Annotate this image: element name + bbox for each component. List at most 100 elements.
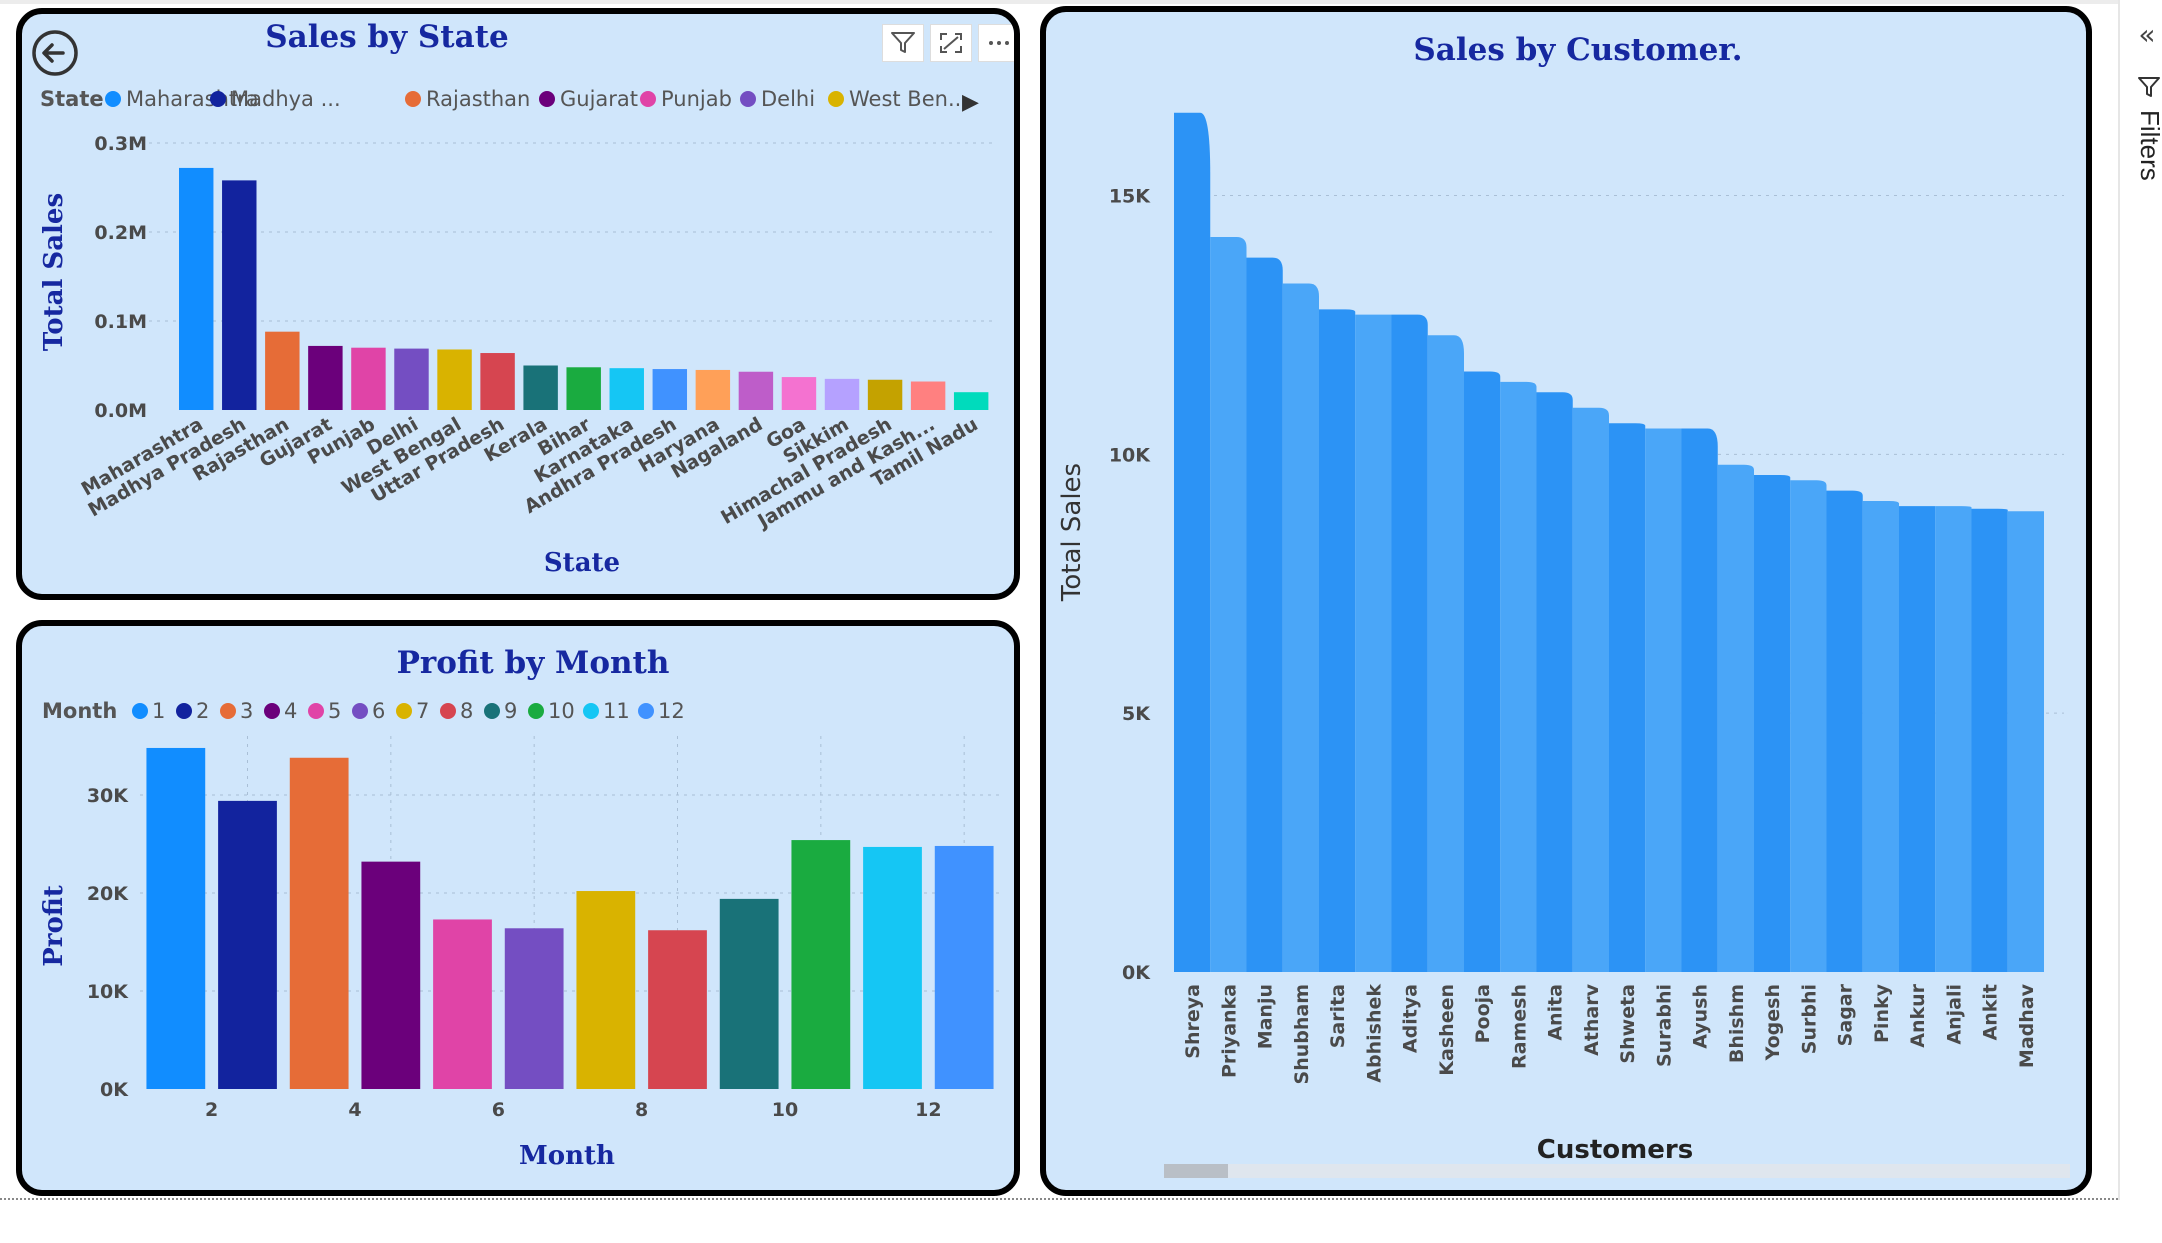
- bar[interactable]: [953, 392, 989, 410]
- x-tick-label: 4: [348, 1099, 361, 1121]
- bar[interactable]: [867, 379, 903, 410]
- legend-entry[interactable]: West Ben...: [849, 87, 968, 111]
- bar[interactable]: [863, 846, 922, 1089]
- area-segment[interactable]: [1427, 335, 1464, 972]
- bar[interactable]: [609, 368, 644, 410]
- bar[interactable]: [437, 349, 472, 410]
- bar[interactable]: [394, 348, 429, 410]
- legend-entry[interactable]: Madhya ...: [231, 87, 341, 111]
- bar[interactable]: [523, 365, 558, 411]
- area-segment[interactable]: [1826, 490, 1863, 972]
- bar[interactable]: [146, 747, 206, 1089]
- y-axis-title: Total Sales: [39, 193, 69, 351]
- horizontal-scrollbar-track[interactable]: [1164, 1164, 2070, 1178]
- bar[interactable]: [222, 180, 257, 410]
- more-options-icon[interactable]: [978, 24, 1014, 62]
- area-segment[interactable]: [1609, 423, 1646, 972]
- bar[interactable]: [351, 347, 386, 410]
- area-segment[interactable]: [1645, 428, 1682, 972]
- bar[interactable]: [781, 377, 817, 410]
- area-segment[interactable]: [1754, 475, 1791, 972]
- legend-entry[interactable]: 6: [372, 699, 385, 723]
- legend-entry[interactable]: Punjab: [661, 87, 732, 111]
- legend-entry[interactable]: Rajasthan: [426, 87, 530, 111]
- bar[interactable]: [308, 345, 343, 410]
- bar[interactable]: [504, 928, 564, 1089]
- legend-entry[interactable]: 9: [504, 699, 517, 723]
- legend-entry[interactable]: Maharashtra: [126, 87, 259, 111]
- area-segment[interactable]: [1862, 500, 1899, 972]
- legend-entry[interactable]: 7: [416, 699, 429, 723]
- area-segment[interactable]: [1282, 283, 1319, 972]
- area-segment[interactable]: [1355, 314, 1392, 972]
- area-segment[interactable]: [1899, 506, 1936, 972]
- area-segment[interactable]: [1391, 314, 1428, 972]
- bar[interactable]: [576, 891, 636, 1089]
- y-tick-label: 0K: [100, 1079, 129, 1101]
- focus-mode-icon[interactable]: [930, 24, 972, 62]
- bar[interactable]: [791, 840, 851, 1089]
- double-chevron-left-icon[interactable]: «: [2138, 18, 2156, 51]
- bar[interactable]: [910, 381, 946, 410]
- area-segment[interactable]: [1500, 381, 1537, 973]
- filter-icon[interactable]: [882, 24, 924, 62]
- legend-entry[interactable]: 12: [658, 699, 685, 723]
- legend-entry[interactable]: 11: [603, 699, 630, 723]
- bar[interactable]: [695, 369, 731, 410]
- bar[interactable]: [179, 167, 214, 410]
- x-tick-label: Manju: [1255, 984, 1277, 1049]
- back-arrow-icon[interactable]: [30, 28, 80, 78]
- legend-entry[interactable]: 1: [152, 699, 165, 723]
- legend-entry[interactable]: 8: [460, 699, 473, 723]
- area-segment[interactable]: [2007, 511, 2044, 972]
- legend-entry[interactable]: 3: [240, 699, 253, 723]
- bar[interactable]: [289, 757, 349, 1089]
- area-segment[interactable]: [1935, 506, 1972, 972]
- filters-pane-label[interactable]: Filters: [2135, 110, 2162, 181]
- bar[interactable]: [265, 331, 300, 410]
- legend-entry[interactable]: Delhi: [761, 87, 815, 111]
- x-tick-label: Kasheen: [1436, 984, 1458, 1076]
- bar[interactable]: [719, 898, 779, 1089]
- filters-pane-collapsed[interactable]: [2118, 0, 2162, 1200]
- area-segment[interactable]: [1174, 112, 1211, 973]
- bar[interactable]: [361, 861, 421, 1089]
- legend-entry[interactable]: 10: [548, 699, 575, 723]
- legend-marker: [640, 91, 656, 107]
- sales-by-customer-visual[interactable]: Sales by Customer. 0K 5K 10K 15K Shreya Priy…: [1040, 6, 2092, 1196]
- x-tick-label: Yogesh: [1762, 984, 1784, 1061]
- profit-by-month-chart: Profit by Month Month 1 2 3 4 5 6 7 8 9 10 11 12 0K1…: [39, 645, 1000, 1171]
- x-axis-title: Customers: [1537, 1135, 1693, 1165]
- area-segment[interactable]: [1681, 428, 1718, 972]
- legend-entry[interactable]: 4: [284, 699, 297, 723]
- bar[interactable]: [824, 378, 860, 410]
- area-segment[interactable]: [1210, 236, 1247, 973]
- area-segment[interactable]: [1536, 392, 1573, 972]
- bar[interactable]: [738, 371, 774, 410]
- profit-by-month-visual[interactable]: Profit by Month Month 1 2 3 4 5 6 7 8 9 10 11 12 0K 1…: [16, 620, 1020, 1196]
- bar[interactable]: [480, 353, 515, 410]
- legend-entry[interactable]: Gujarat: [560, 87, 638, 111]
- bar[interactable]: [652, 369, 688, 410]
- legend-next-icon[interactable]: ▶: [962, 90, 979, 115]
- legend-entry[interactable]: 5: [328, 699, 341, 723]
- filter-icon[interactable]: [2136, 74, 2162, 100]
- bar[interactable]: [218, 800, 277, 1089]
- bar[interactable]: [934, 845, 994, 1089]
- bar[interactable]: [433, 919, 492, 1089]
- area-segment[interactable]: [1464, 371, 1501, 972]
- area-segment[interactable]: [1319, 309, 1356, 973]
- horizontal-scrollbar-thumb[interactable]: [1164, 1164, 1228, 1178]
- area-segment[interactable]: [1717, 464, 1754, 972]
- area-segment[interactable]: [1971, 508, 2008, 972]
- area-segment[interactable]: [1790, 480, 1827, 972]
- area-segment[interactable]: [1572, 407, 1609, 972]
- legend-entry[interactable]: 2: [196, 699, 209, 723]
- sales-by-state-visual[interactable]: Sales by State State Maharashtra Madhya ..…: [16, 8, 1020, 600]
- bar[interactable]: [648, 930, 707, 1089]
- x-tick-label: Priyanka: [1218, 984, 1240, 1078]
- chart-legend[interactable]: Month 1 2 3 4 5 6 7 8 9 10 11 12: [42, 699, 685, 723]
- area-segment[interactable]: [1246, 257, 1283, 972]
- bar[interactable]: [566, 367, 601, 410]
